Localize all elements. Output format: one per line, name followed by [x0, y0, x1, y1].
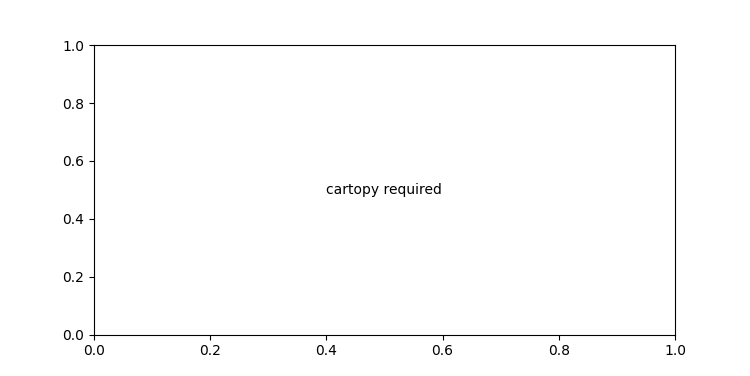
Text: cartopy required: cartopy required [326, 183, 442, 197]
